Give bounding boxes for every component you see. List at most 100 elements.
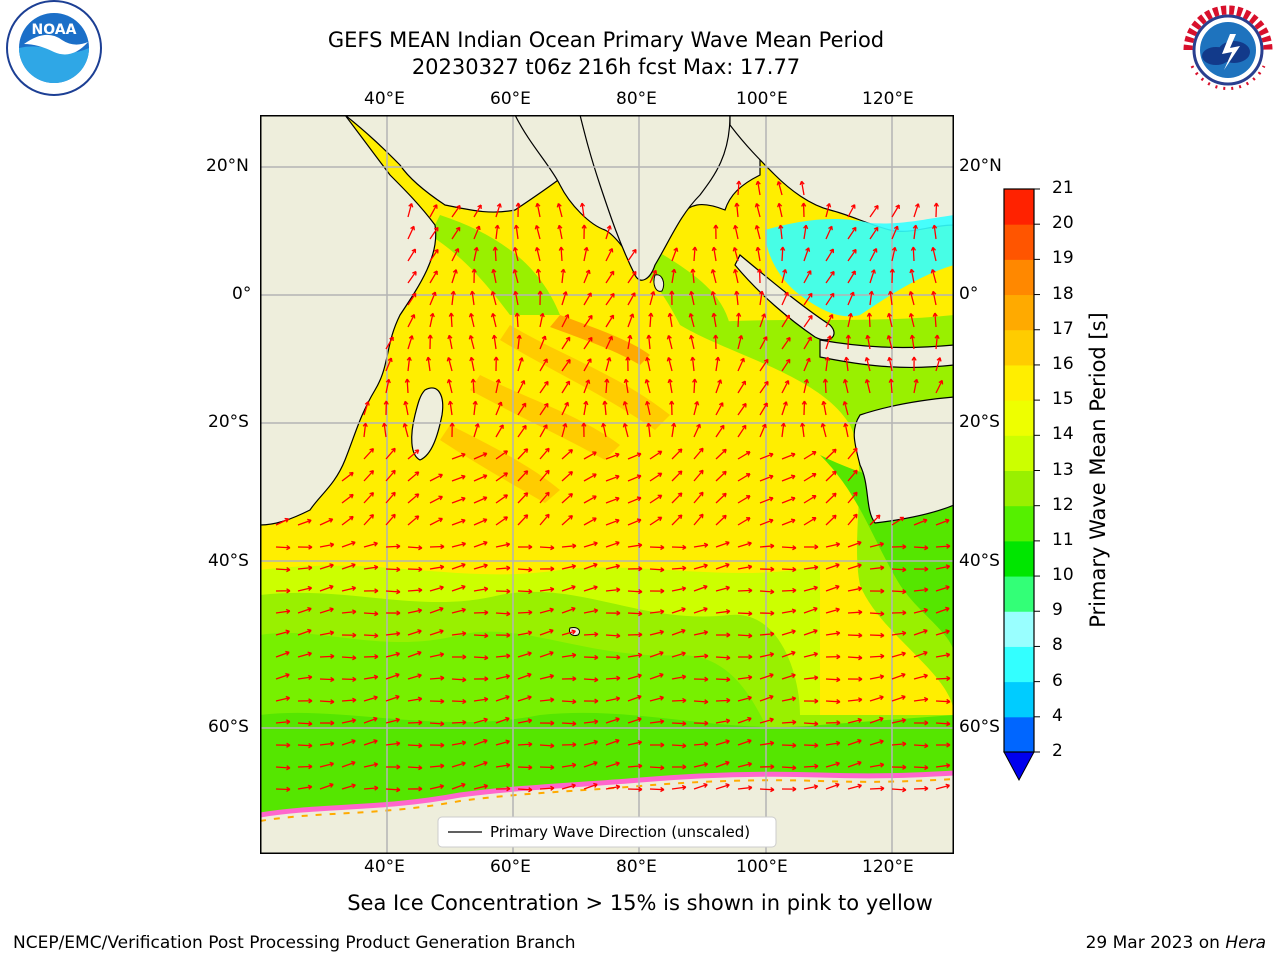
wave-arrow bbox=[891, 787, 907, 793]
wave-arrow bbox=[649, 450, 663, 460]
wave-arrow bbox=[429, 204, 438, 218]
wave-arrow bbox=[561, 563, 577, 570]
wave-arrow bbox=[385, 336, 394, 350]
wave-arrow bbox=[449, 422, 455, 438]
lon-label-bottom-120e: 120°E bbox=[862, 857, 914, 877]
wave-arrow bbox=[451, 740, 467, 746]
wave-arrow bbox=[759, 402, 768, 416]
wave-arrow bbox=[473, 676, 489, 682]
wave-arrow bbox=[781, 587, 797, 594]
wave-arrow bbox=[671, 268, 677, 284]
wave-arrow bbox=[297, 764, 313, 770]
wave-arrow bbox=[493, 356, 499, 372]
wave-arrow bbox=[605, 738, 620, 746]
wave-arrow bbox=[627, 270, 637, 284]
wave-arrow bbox=[341, 515, 354, 526]
wave-arrow bbox=[824, 356, 830, 372]
wave-arrow bbox=[429, 226, 439, 240]
wave-arrow bbox=[492, 246, 498, 262]
wave-arrow bbox=[913, 628, 928, 636]
wave-arrow bbox=[825, 335, 832, 350]
wave-arrow bbox=[737, 564, 753, 570]
wave-arrow bbox=[935, 762, 951, 769]
wave-arrow bbox=[429, 495, 443, 504]
wave-arrow bbox=[539, 785, 555, 791]
wave-arrow bbox=[843, 422, 849, 438]
wave-arrow bbox=[535, 202, 541, 218]
wave-arrow bbox=[583, 495, 597, 504]
lon-label-top-60e: 60°E bbox=[490, 89, 531, 109]
wave-arrow bbox=[319, 518, 334, 526]
wave-arrow bbox=[736, 312, 742, 328]
wave-arrow bbox=[535, 268, 542, 284]
wave-arrow bbox=[693, 513, 704, 526]
wave-arrow bbox=[385, 717, 401, 724]
lat-label-left-20s: 20°S bbox=[208, 412, 249, 432]
wave-arrow bbox=[407, 449, 420, 460]
wave-arrow bbox=[407, 493, 420, 504]
wave-arrow bbox=[627, 248, 637, 262]
wave-arrow bbox=[319, 782, 334, 790]
wave-arrow bbox=[935, 721, 951, 727]
wave-arrow bbox=[517, 672, 532, 680]
wave-arrow bbox=[407, 313, 416, 328]
wave-arrow bbox=[671, 422, 677, 438]
wave-arrow bbox=[385, 764, 401, 770]
wave-arrow bbox=[825, 248, 835, 262]
wave-arrow bbox=[473, 586, 489, 592]
wave-arrow bbox=[648, 312, 654, 328]
wave-arrow bbox=[341, 760, 356, 768]
wave-arrow bbox=[671, 565, 687, 571]
wave-arrow bbox=[561, 652, 577, 658]
wave-arrow bbox=[847, 291, 855, 306]
sea-ice-edge bbox=[260, 770, 954, 818]
wave-arrow bbox=[847, 632, 863, 639]
wave-arrow bbox=[473, 518, 488, 526]
wave-arrow bbox=[341, 676, 357, 682]
wave-arrow bbox=[561, 514, 574, 526]
wave-arrow bbox=[446, 378, 453, 394]
wave-arrow bbox=[869, 611, 885, 617]
wave-arrow bbox=[407, 608, 423, 614]
wave-arrow bbox=[583, 677, 599, 683]
wave-arrow bbox=[539, 607, 554, 614]
wave-arrow bbox=[539, 358, 548, 372]
wave-arrow bbox=[627, 542, 643, 548]
wave-arrow bbox=[803, 698, 819, 704]
wave-arrow bbox=[561, 721, 577, 727]
wave-arrow bbox=[561, 291, 568, 306]
wave-arrow bbox=[579, 202, 586, 218]
wave-arrow bbox=[908, 312, 915, 328]
wave-arrow bbox=[451, 247, 460, 262]
wave-arrow bbox=[649, 786, 665, 793]
wave-arrow bbox=[627, 763, 643, 769]
wave-arrow bbox=[759, 518, 774, 526]
wave-arrow bbox=[275, 517, 290, 526]
wave-arrow bbox=[363, 632, 379, 639]
footer-branch: NCEP/EMC/Verification Post Processing Pr… bbox=[13, 933, 576, 953]
wave-arrow bbox=[517, 787, 533, 793]
wave-arrow bbox=[935, 518, 950, 526]
wave-arrow bbox=[491, 268, 497, 284]
wave-arrow bbox=[803, 675, 819, 681]
wave-arrow bbox=[627, 518, 642, 526]
wave-arrow bbox=[473, 738, 488, 746]
wave-arrow bbox=[385, 357, 393, 372]
wave-arrow bbox=[363, 492, 375, 504]
wave-arrow bbox=[561, 423, 568, 438]
wave-arrow bbox=[583, 631, 599, 637]
wave-arrow bbox=[671, 628, 686, 636]
wave-arrow bbox=[913, 566, 929, 572]
wave-arrow bbox=[737, 334, 744, 350]
wave-arrow bbox=[451, 562, 466, 570]
wave-arrow bbox=[825, 720, 841, 726]
wave-arrow bbox=[759, 631, 775, 637]
wave-arrow bbox=[605, 335, 613, 350]
wave-arrow bbox=[715, 760, 730, 768]
colorbar-swatch bbox=[1004, 189, 1034, 225]
wave-arrow bbox=[406, 356, 412, 372]
wave-arrow bbox=[297, 606, 312, 614]
wave-arrow bbox=[363, 564, 379, 571]
wave-arrow bbox=[495, 786, 511, 792]
wave-arrow bbox=[537, 290, 543, 306]
